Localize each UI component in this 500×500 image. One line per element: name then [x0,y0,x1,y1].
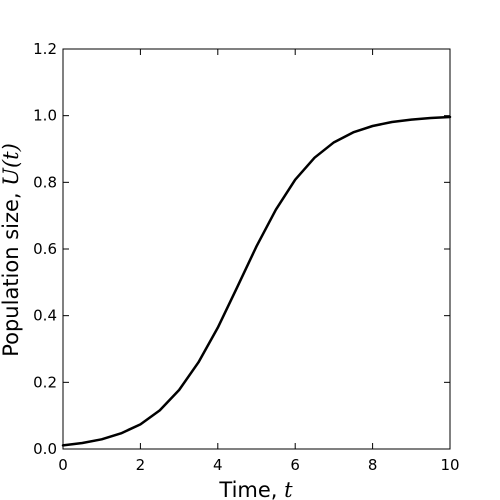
series-line [61,115,452,447]
y-tick-label-5: 1.0 [33,107,57,125]
y-axis-label-text: Population size, [0,186,23,357]
y-axis-label-var: U(t) [0,143,23,186]
x-tick-label-0: 0 [58,456,68,474]
y-axis-label: Population size, U(t) [0,143,23,357]
x-tick-label-4: 8 [368,456,378,474]
x-tick-label-1: 2 [136,456,146,474]
y-tick-label-6: 1.2 [33,40,57,58]
y-tick-label-4: 0.8 [33,173,57,191]
x-axis-label: Time, t [218,478,293,500]
x-axis-label-var: t [284,478,293,500]
x-tick-label-5: 10 [440,456,459,474]
axis-ticks: 0 2 4 6 8 10 0.0 0.2 0.4 0.6 0.8 1.0 1.2 [33,40,459,474]
x-tick-label-3: 6 [290,456,300,474]
y-tick-label-0: 0.0 [33,440,57,458]
y-tick-label-2: 0.4 [33,307,57,325]
x-tick-label-2: 4 [213,456,223,474]
y-tick-label-1: 0.2 [33,373,57,391]
y-tick-label-3: 0.6 [33,240,57,258]
plot-frame [62,48,451,450]
x-axis-label-text: Time, [218,478,284,500]
